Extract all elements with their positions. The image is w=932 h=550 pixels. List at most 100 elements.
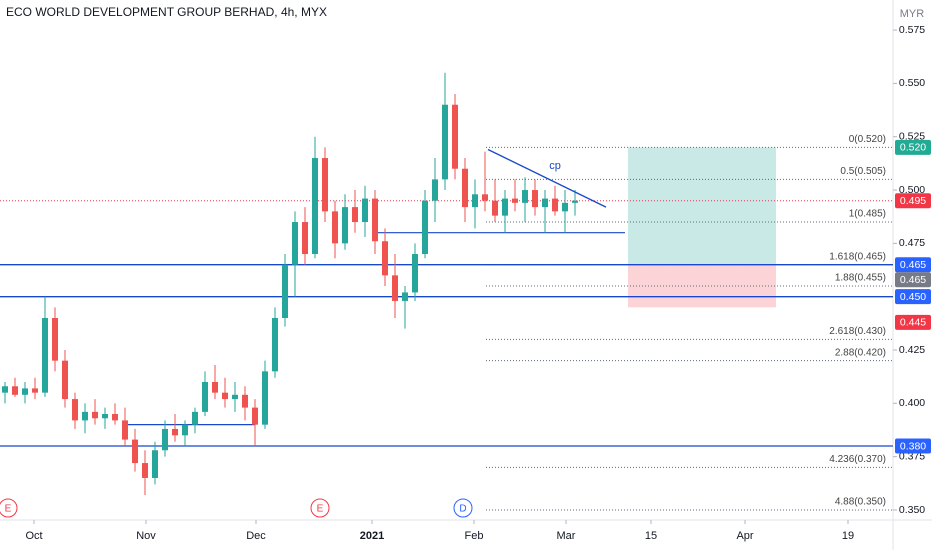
candle-body <box>12 386 18 395</box>
candle-body <box>152 450 158 478</box>
candle-body <box>132 439 138 464</box>
candle-body <box>202 382 208 412</box>
price-label: 0.380 <box>900 440 926 452</box>
price-label: 0.495 <box>900 195 926 207</box>
event-marker <box>453 498 473 518</box>
candle-body <box>102 413 108 419</box>
candle-body <box>542 198 548 208</box>
candle-body <box>532 190 538 208</box>
candle-body <box>362 198 368 223</box>
x-tick-label: 2021 <box>360 530 384 542</box>
candle-body <box>82 411 88 421</box>
price-label-box <box>895 314 931 330</box>
fib-label: 2.88(0.420) <box>835 347 886 358</box>
candle-body <box>272 318 278 372</box>
candle-body <box>252 407 258 425</box>
candle-body <box>522 190 528 203</box>
price-label: 0.465 <box>900 274 926 286</box>
candle-body <box>162 428 168 451</box>
candle-body <box>492 200 498 216</box>
y-tick-label: 0.575 <box>899 24 925 36</box>
x-tick-label: Oct <box>25 530 42 542</box>
candle-body <box>92 411 98 419</box>
candle-body <box>242 394 248 408</box>
candle-body <box>172 428 178 436</box>
candle-body <box>442 104 448 180</box>
candle-body <box>282 264 288 319</box>
candle-body <box>412 254 418 293</box>
fib-label: 4.88(0.350) <box>835 497 886 508</box>
candle-body <box>72 399 78 421</box>
candle-body <box>22 388 28 395</box>
candle-body <box>222 392 228 400</box>
candle-body <box>292 222 298 265</box>
annotation: cp <box>549 160 561 172</box>
x-tick-label: 15 <box>645 530 657 542</box>
candle-body <box>182 424 188 436</box>
candle-body <box>482 194 488 201</box>
price-label-box <box>895 289 931 305</box>
y-tick-label: 0.400 <box>899 397 925 409</box>
candle-body <box>402 292 408 301</box>
x-tick-label: Dec <box>246 530 266 542</box>
fib-label: 1.618(0.465) <box>829 251 886 262</box>
candle-body <box>392 275 398 301</box>
candle-body <box>32 388 38 393</box>
x-tick-label: Feb <box>465 530 484 542</box>
price-label: 0.465 <box>900 259 926 271</box>
candle-body <box>52 318 58 361</box>
candle-body <box>352 207 358 223</box>
chart-title: ECO WORLD DEVELOPMENT GROUP BERHAD, 4h, … <box>6 5 327 19</box>
candle-body <box>552 198 558 212</box>
currency-label: MYR <box>900 8 925 20</box>
price-label: 0.520 <box>900 142 926 154</box>
candle-body <box>562 202 568 212</box>
price-label-box <box>895 272 931 288</box>
event-label: D <box>459 504 466 515</box>
x-tick-label: Nov <box>136 530 156 542</box>
candle-body <box>192 411 198 425</box>
y-tick-label: 0.525 <box>899 130 925 142</box>
candle-body <box>502 198 508 216</box>
candle-body <box>572 200 578 203</box>
y-tick-label: 0.500 <box>899 184 925 196</box>
x-tick-label: Mar <box>557 530 576 542</box>
fib-label: 2.618(0.430) <box>829 326 886 337</box>
candle-body <box>212 382 218 393</box>
candle-body <box>122 420 128 440</box>
price-label-box <box>895 193 931 209</box>
candle-body <box>462 168 468 208</box>
candle-body <box>342 207 348 244</box>
event-marker <box>0 498 18 518</box>
event-label: E <box>5 504 12 515</box>
trend-line <box>487 148 607 208</box>
candle-body <box>312 158 318 255</box>
price-label: 0.450 <box>900 291 926 303</box>
candle-body <box>2 386 8 393</box>
price-label-box <box>895 139 931 155</box>
y-tick-label: 0.350 <box>899 504 925 516</box>
fib-label: 0(0.520) <box>849 134 886 145</box>
candle-body <box>382 241 388 276</box>
candle-body <box>372 198 378 242</box>
x-tick-label: Apr <box>736 530 753 542</box>
price-label-box <box>895 257 931 273</box>
event-label: E <box>317 504 324 515</box>
target-zone <box>628 147 776 265</box>
fib-label: 0.5(0.505) <box>840 166 886 177</box>
y-tick-label: 0.475 <box>899 237 925 249</box>
candle-body <box>62 360 68 400</box>
candle-body <box>432 179 438 201</box>
candle-body <box>302 222 308 255</box>
fib-label: 1(0.485) <box>849 209 886 220</box>
candle-body <box>142 463 148 478</box>
event-marker <box>310 498 330 518</box>
x-tick-label: 19 <box>842 530 854 542</box>
price-label-box <box>895 438 931 454</box>
fib-label: 4.236(0.370) <box>829 454 886 465</box>
candle-body <box>322 158 328 212</box>
fib-label: 1.88(0.455) <box>835 273 886 284</box>
candle-body <box>262 371 268 425</box>
candle-body <box>422 200 428 255</box>
